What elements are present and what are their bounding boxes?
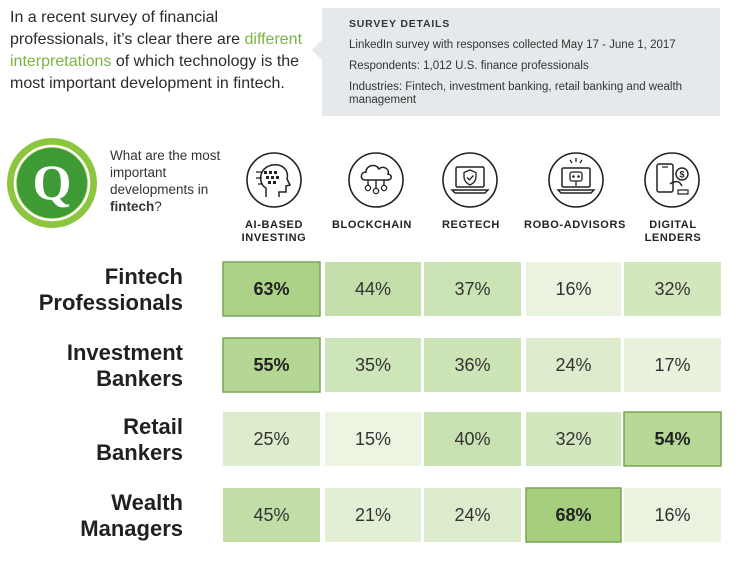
cell-value: 45%: [253, 505, 289, 525]
survey-pointer: [312, 40, 322, 60]
question-body: What are the most important developments…: [110, 148, 221, 197]
column-label-lenders: DIGITAL LENDERS: [644, 219, 702, 244]
phone-money-icon: $: [642, 150, 702, 212]
row-label-retail: Retail Bankers: [96, 414, 183, 465]
ai-head-icon: [244, 150, 304, 212]
q-badge: Q: [6, 137, 98, 229]
heat-cell: [325, 488, 421, 542]
cell-value: 54%: [654, 429, 690, 449]
heat-cell: [325, 262, 421, 316]
cell-value: 32%: [654, 279, 690, 299]
heat-cell: [222, 261, 321, 317]
intro-highlight: different interpretations: [10, 31, 303, 70]
survey-dates: LinkedIn survey with responses collected…: [349, 39, 676, 51]
cell-value: 35%: [355, 355, 391, 375]
row-label-investment: Investment Bankers: [66, 340, 183, 391]
heat-cell: [223, 412, 320, 466]
laptop-shield-icon: [440, 150, 500, 212]
heat-cell: [623, 411, 722, 467]
cell-value: 24%: [454, 505, 490, 525]
cell-value: 24%: [555, 355, 591, 375]
cell-value: 16%: [555, 279, 591, 299]
column-label-regtech: REGTECH: [442, 219, 500, 231]
svg-text:$: $: [679, 170, 684, 180]
heat-cell: [526, 262, 621, 316]
cell-value: 37%: [454, 279, 490, 299]
q-badge-circle: Q: [7, 138, 97, 228]
intro-part2: of which technology is the most importan…: [10, 53, 300, 92]
cell-value: 36%: [454, 355, 490, 375]
q-letter: Q: [33, 154, 72, 210]
heat-cell: [624, 338, 721, 392]
cell-value: 21%: [355, 505, 391, 525]
intro-text: In a recent survey of financial professi…: [10, 7, 310, 95]
survey-respondents: Respondents: 1,012 U.S. finance professi…: [349, 60, 589, 72]
column-label-robo: ROBO-ADVISORS: [524, 219, 626, 231]
heat-cell: [223, 488, 320, 542]
row-label-fintech: Fintech Professionals: [38, 264, 183, 315]
robot-laptop-icon: [546, 150, 606, 212]
question-end: ?: [154, 199, 162, 214]
column-label-blockchain: BLOCKCHAIN: [332, 219, 412, 231]
cell-value: 16%: [654, 505, 690, 525]
heat-cell: [424, 262, 521, 316]
heat-cell: [222, 337, 321, 393]
heat-cell: [526, 412, 621, 466]
intro-part1: In a recent survey of financial professi…: [10, 9, 245, 48]
row-label-wealth: Wealth Managers: [80, 490, 183, 541]
question-bold: fintech: [110, 199, 155, 214]
heat-cell: [525, 487, 622, 543]
survey-industries: Industries: Fintech, investment banking,…: [349, 81, 683, 106]
question-text: What are the most important developments…: [110, 147, 240, 215]
cell-value: 15%: [355, 429, 391, 449]
heat-cell: [624, 488, 721, 542]
cell-value: 32%: [555, 429, 591, 449]
cloud-network-icon: [346, 150, 406, 212]
cell-value: 40%: [454, 429, 490, 449]
survey-details-box: SURVEY DETAILS LinkedIn survey with resp…: [312, 8, 720, 116]
heat-cell: [424, 412, 521, 466]
heat-cell: [325, 412, 421, 466]
heat-cell: [325, 338, 421, 392]
cell-value: 25%: [253, 429, 289, 449]
cell-value: 17%: [654, 355, 690, 375]
cell-value: 55%: [253, 355, 289, 375]
heat-cell: [624, 262, 721, 316]
column-label-ai: AI-BASED INVESTING: [241, 219, 307, 244]
cell-value: 68%: [555, 505, 591, 525]
survey-title: SURVEY DETAILS: [349, 18, 451, 30]
heat-cell: [526, 338, 621, 392]
heat-cell: [424, 488, 521, 542]
heat-cell: [424, 338, 521, 392]
cell-value: 63%: [253, 279, 289, 299]
cell-value: 44%: [355, 279, 391, 299]
